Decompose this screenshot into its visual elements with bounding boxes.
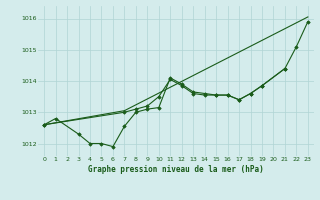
X-axis label: Graphe pression niveau de la mer (hPa): Graphe pression niveau de la mer (hPa) xyxy=(88,165,264,174)
